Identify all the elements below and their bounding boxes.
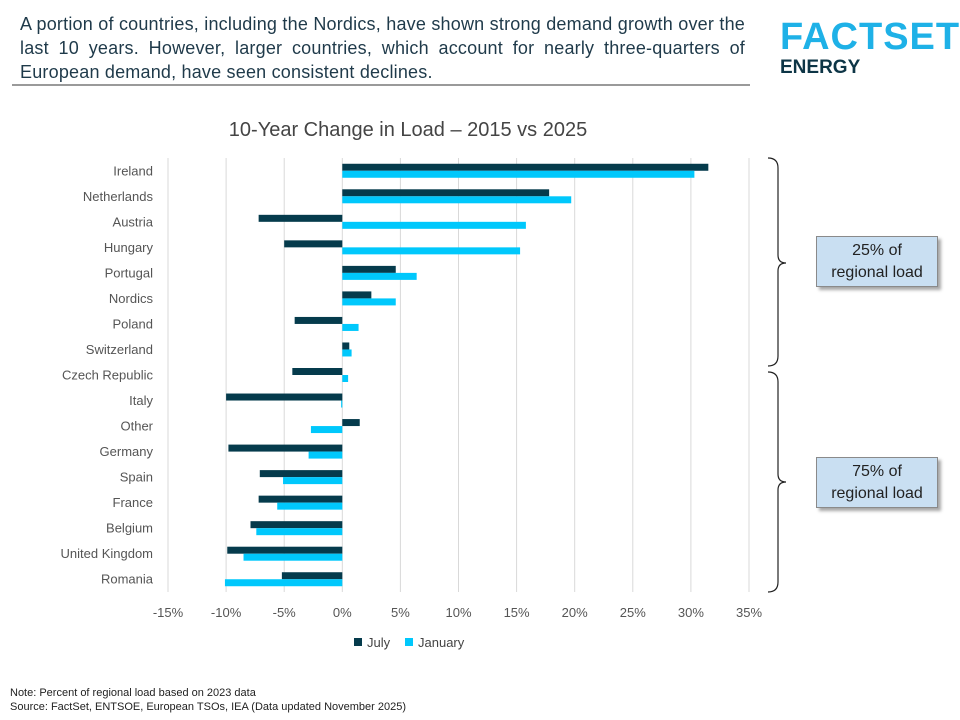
bar-january xyxy=(342,196,572,204)
bar-july xyxy=(226,393,343,401)
x-tick-label: 15% xyxy=(504,605,530,620)
category-label: Spain xyxy=(120,470,153,485)
category-label: Portugal xyxy=(105,265,154,280)
bar-july xyxy=(342,189,550,197)
bracket-top xyxy=(767,157,787,367)
x-tick-label: 35% xyxy=(736,605,762,620)
category-label: Switzerland xyxy=(86,342,153,357)
legend: July January xyxy=(354,635,465,650)
bar-july xyxy=(292,368,343,375)
annotation-line: regional load xyxy=(831,264,923,281)
headline: A portion of countries, including the No… xyxy=(20,14,745,82)
bar-january xyxy=(256,528,343,536)
bar-january xyxy=(224,579,343,587)
legend-swatch-january xyxy=(405,638,413,646)
category-label: United Kingdom xyxy=(61,546,154,561)
bar-january xyxy=(342,349,352,357)
x-tick-label: 5% xyxy=(391,605,410,620)
legend-label-july: July xyxy=(367,635,391,650)
chart-title: 10-Year Change in Load – 2015 vs 2025 xyxy=(229,119,587,141)
bar-january xyxy=(283,477,343,485)
bar-january xyxy=(342,323,359,331)
bar-july xyxy=(258,214,343,222)
bar-january xyxy=(308,451,343,459)
logo-sub: ENERGY xyxy=(780,57,861,78)
x-tick-label: 0% xyxy=(333,605,352,620)
category-label: Hungary xyxy=(104,240,154,255)
x-tick-label: -5% xyxy=(273,605,297,620)
bar-january xyxy=(342,375,349,382)
bar-january xyxy=(341,400,343,408)
bar-july xyxy=(342,419,360,427)
bar-july xyxy=(284,240,343,248)
bar-january xyxy=(310,426,343,434)
x-tick-label: -10% xyxy=(211,605,242,620)
bar-july xyxy=(342,291,372,299)
bar-july xyxy=(227,546,343,554)
bar-july xyxy=(342,342,350,350)
bar-july xyxy=(294,316,343,324)
source: Source: FactSet, ENTSOE, European TSOs, … xyxy=(10,701,406,713)
category-label: Czech Republic xyxy=(62,368,154,383)
bar-january xyxy=(342,247,521,255)
bar-july xyxy=(342,163,709,171)
category-label: Italy xyxy=(129,393,153,408)
category-label: Netherlands xyxy=(83,189,154,204)
factset-energy-logo: FACTSET ENERGY xyxy=(780,18,960,78)
bracket-bottom xyxy=(767,371,787,593)
bar-july xyxy=(259,470,343,478)
x-tick-label: 30% xyxy=(678,605,704,620)
x-tick-label: 20% xyxy=(562,605,588,620)
category-label: Germany xyxy=(100,444,154,459)
footnotes: Note: Percent of regional load based on … xyxy=(10,686,406,714)
category-label: Belgium xyxy=(106,521,153,536)
category-label: Other xyxy=(120,419,153,434)
category-label: Poland xyxy=(113,316,153,331)
header-divider xyxy=(12,84,750,86)
annotation-box-75: 75% of regional load xyxy=(816,457,938,508)
bar-january xyxy=(342,170,695,178)
annotation-line: 75% of xyxy=(852,463,902,480)
category-label: Romania xyxy=(101,572,154,587)
annotation-line: 25% of xyxy=(852,242,902,259)
bar-july xyxy=(342,265,396,273)
logo-brand: FACTSET xyxy=(780,16,960,58)
bar-july xyxy=(258,495,343,503)
x-tick-label: 10% xyxy=(445,605,471,620)
bar-july xyxy=(281,572,343,580)
bar-january xyxy=(342,298,396,306)
annotation-line: regional load xyxy=(831,485,923,502)
x-tick-label: 25% xyxy=(620,605,646,620)
bar-january xyxy=(342,272,417,280)
bar-january xyxy=(342,221,526,229)
note: Note: Percent of regional load based on … xyxy=(10,687,256,699)
x-tick-label: -15% xyxy=(153,605,184,620)
category-label: France xyxy=(113,495,153,510)
legend-label-january: January xyxy=(418,635,465,650)
legend-swatch-july xyxy=(354,638,362,646)
bar-january xyxy=(277,502,343,510)
annotation-box-25: 25% of regional load xyxy=(816,236,938,287)
bar-july xyxy=(250,521,343,529)
category-label: Austria xyxy=(113,214,154,229)
bar-july xyxy=(228,444,343,452)
category-label: Ireland xyxy=(113,163,153,178)
bar-january xyxy=(243,553,343,561)
category-label: Nordics xyxy=(109,291,154,306)
